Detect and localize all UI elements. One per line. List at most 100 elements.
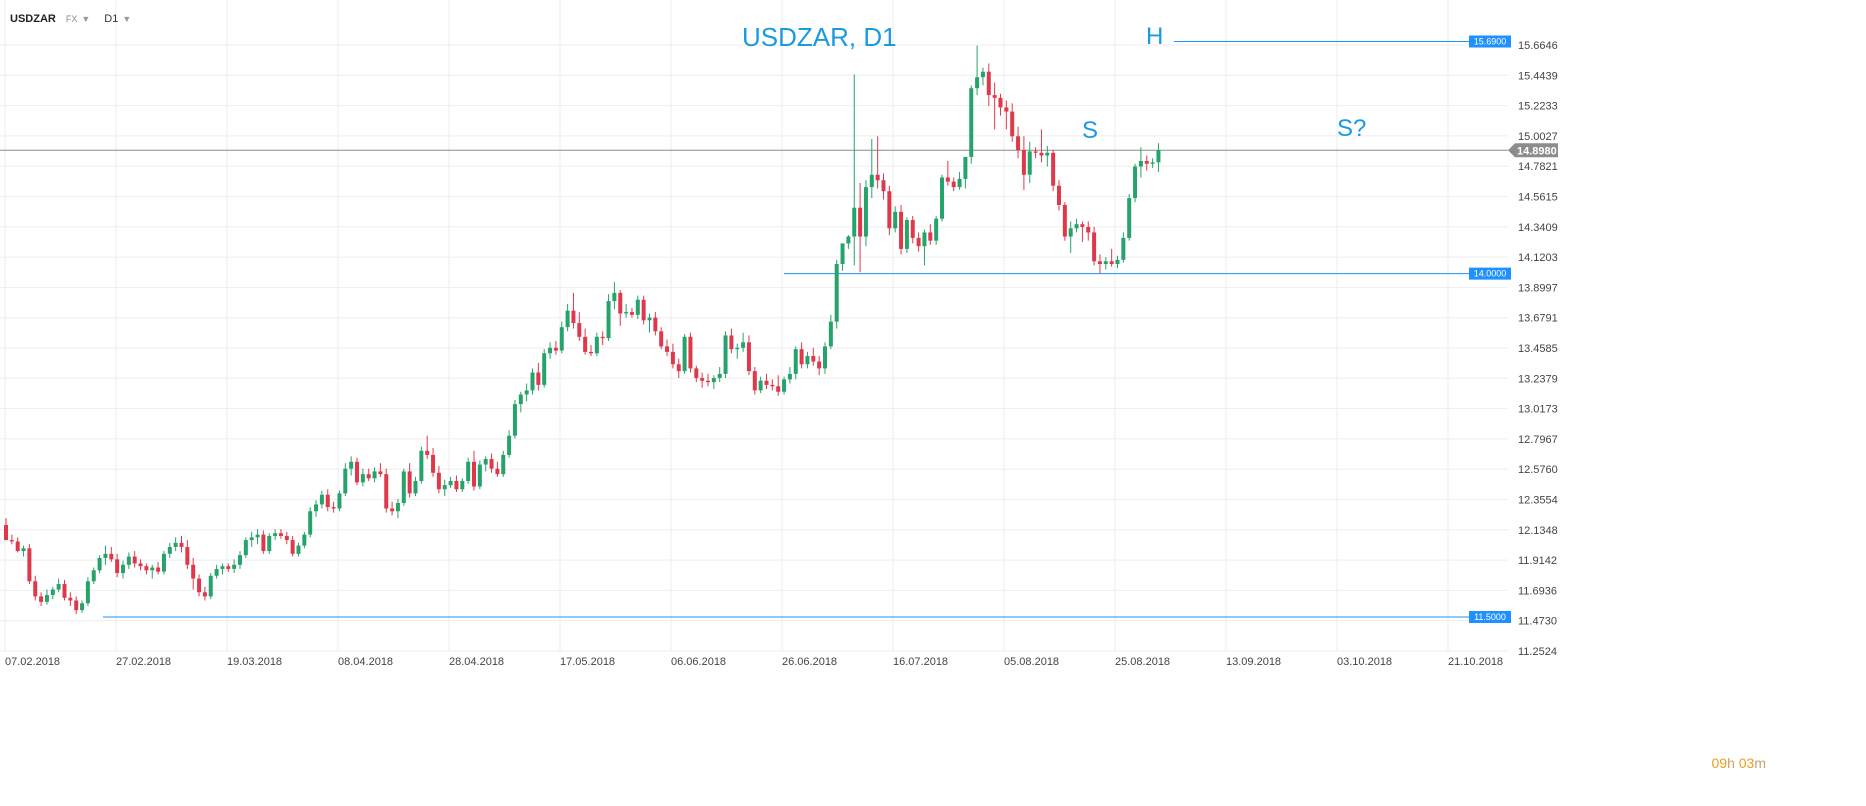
candle-bear [665, 346, 670, 352]
candle-bear [770, 384, 775, 387]
candle-bull [477, 464, 482, 487]
y-tick-label: 13.4585 [1518, 343, 1558, 355]
candle-bear [986, 71, 991, 96]
level-price-label: 14.0000 [1474, 269, 1507, 279]
level-price-tag[interactable] [1469, 610, 1511, 623]
candle-bear [495, 468, 500, 475]
candle-bull [97, 557, 102, 571]
candle-bear [811, 356, 816, 362]
y-tick-label: 14.5615 [1518, 192, 1558, 204]
candle-bear [776, 386, 781, 392]
candle-bear [858, 207, 863, 237]
candle-bear [992, 95, 997, 98]
candle-bull [208, 575, 213, 597]
candle-bull [612, 292, 617, 302]
y-tick-label: 11.4730 [1518, 616, 1557, 628]
candle-bear [290, 540, 295, 554]
candle-bull [401, 471, 406, 503]
horizontal-levels[interactable]: 15.6900 14.0000 11.5000 14.8980 [0, 35, 1558, 623]
candle-bull [343, 468, 348, 494]
candle-bull [1068, 228, 1073, 237]
candle-bear [553, 347, 558, 351]
candle-bear [425, 450, 430, 455]
candle-bear [945, 177, 950, 182]
candle-bull [56, 584, 61, 590]
candle-bull [372, 471, 377, 479]
candle-bull [969, 88, 974, 157]
candle-bull [635, 299, 640, 315]
candle-bear [536, 372, 541, 385]
candle-bull [741, 342, 746, 348]
candle-bear [27, 548, 32, 582]
y-tick-label: 13.2379 [1518, 373, 1558, 385]
y-tick-label: 15.6646 [1518, 40, 1558, 52]
candle-bear [1092, 232, 1097, 262]
pattern-annotation: S? [1337, 115, 1366, 142]
candle-bull [940, 177, 944, 219]
candle-bull [466, 461, 471, 482]
chart-labels: USDZAR, D1 S H S? [742, 22, 1366, 144]
x-tick-label: 27.02.2018 [116, 656, 171, 668]
timeframe-label[interactable]: D1 [104, 13, 119, 25]
candle-bull [448, 481, 453, 486]
y-tick-label: 11.9142 [1518, 555, 1557, 567]
candle-bear [951, 181, 956, 188]
candle-bear [115, 559, 120, 574]
y-tick-label: 13.6791 [1518, 313, 1558, 325]
candle-bull [232, 564, 237, 569]
candle-bull [934, 218, 939, 241]
candle-bull [717, 373, 722, 379]
candle-bear [191, 564, 196, 579]
chevron-down-icon[interactable]: ▼ [81, 14, 91, 24]
candle-bear [600, 336, 605, 339]
chart-toolbar: USDZAR FX ▼ D1 ▼ [10, 10, 145, 28]
candle-bear [144, 566, 149, 571]
candle-bull [501, 454, 506, 475]
candle-bear [384, 474, 389, 509]
candle-bear [659, 331, 664, 347]
candle-bull [302, 534, 307, 546]
candle-bull [1121, 237, 1126, 260]
candle-bear [1086, 226, 1091, 233]
candle-bull [548, 347, 553, 354]
candle-bear [132, 556, 137, 564]
candle-bear [1109, 261, 1114, 265]
candle-bull [161, 553, 166, 572]
candle-bear [15, 541, 20, 552]
candle-bear [1080, 224, 1085, 227]
candle-bull [1045, 152, 1050, 156]
candle-bear [284, 535, 289, 541]
y-tick-label: 12.1348 [1518, 525, 1558, 537]
symbol-label[interactable]: USDZAR [10, 13, 56, 25]
candle-bull [863, 187, 868, 237]
candle-bull [735, 347, 740, 350]
level-price-tag[interactable] [1469, 35, 1511, 48]
candle-bear [618, 292, 623, 314]
chevron-down-icon[interactable]: ▼ [122, 14, 132, 24]
candle-bull [103, 553, 108, 558]
level-price-tag[interactable] [1469, 267, 1511, 280]
candle-bull [682, 336, 687, 372]
y-tick-label: 15.4439 [1518, 70, 1558, 82]
candle-bull [758, 380, 763, 391]
candle-bull [337, 493, 342, 509]
candle-bear [729, 335, 734, 350]
candle-bear [571, 310, 576, 324]
grid [0, 0, 1508, 652]
x-tick-label: 28.04.2018 [449, 656, 504, 668]
candle-bear [1097, 261, 1102, 265]
candle-bear [916, 237, 921, 247]
x-tick-label: 17.05.2018 [560, 656, 615, 668]
candle-bull [507, 435, 512, 455]
candle-bear [156, 567, 161, 572]
candle-bear [197, 578, 202, 593]
current-price-label: 14.8980 [1517, 145, 1557, 157]
candle-bull [1115, 259, 1120, 265]
countdown-hours-unit: h [1727, 755, 1735, 771]
y-tick-label: 11.6936 [1518, 585, 1557, 597]
candle-bear [700, 378, 705, 381]
current-price-tag [1508, 143, 1558, 158]
candle-bear [583, 336, 588, 352]
candle-bear [1010, 111, 1015, 137]
